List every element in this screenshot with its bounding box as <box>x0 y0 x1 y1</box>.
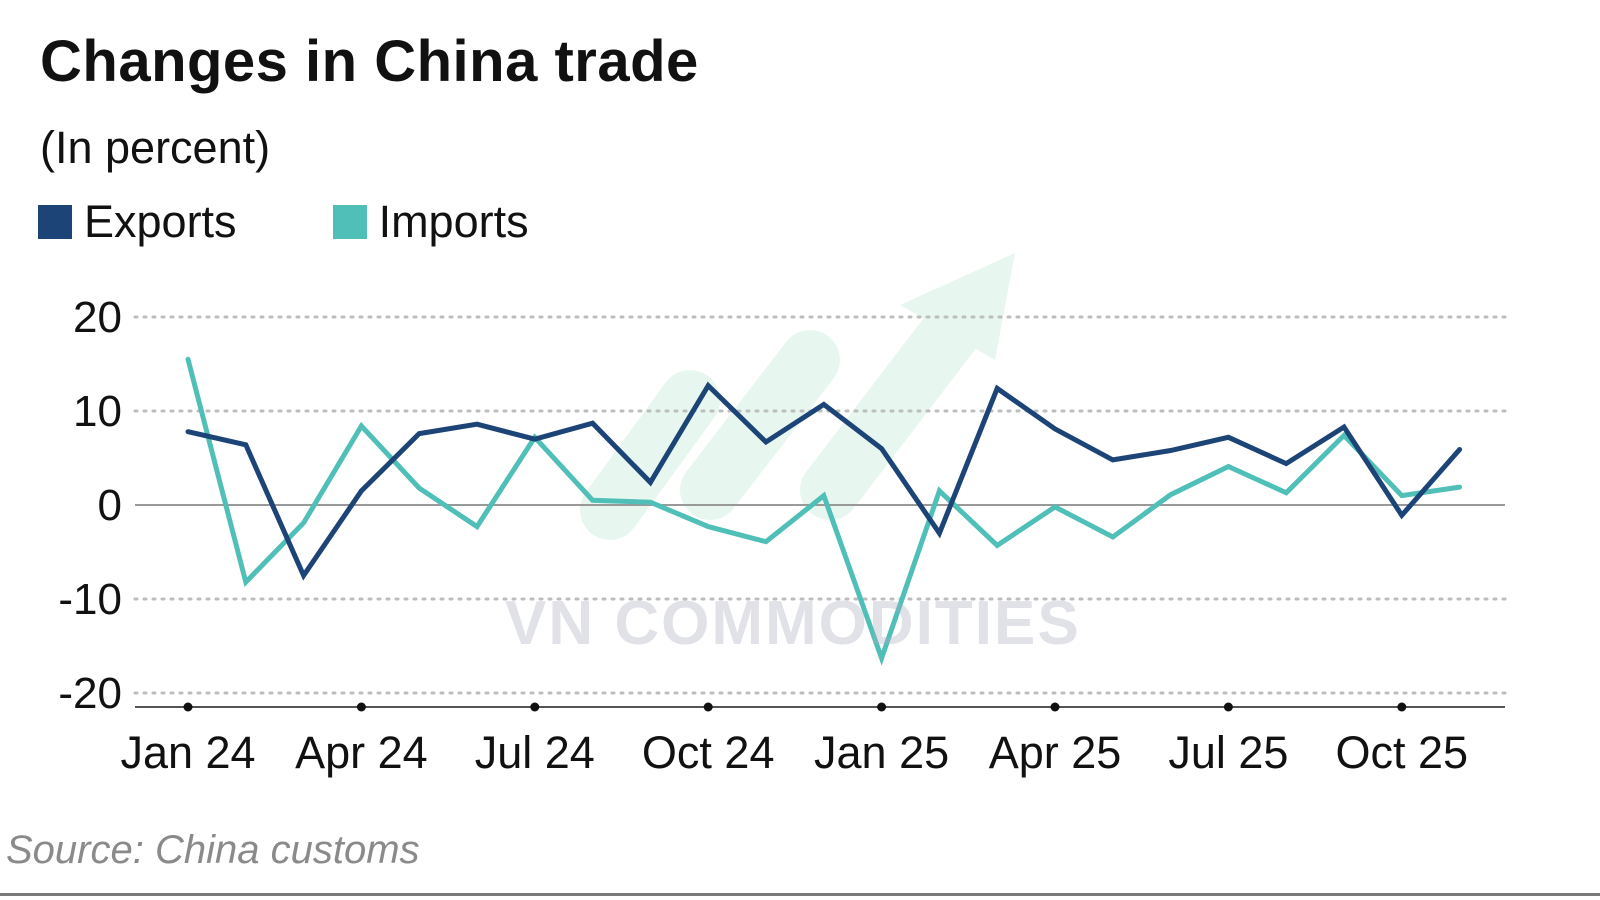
series-layer <box>185 356 1463 666</box>
y-tick-label: -10 <box>58 575 122 624</box>
y-tick-label: 20 <box>73 293 122 342</box>
chart-title: Changes in China trade <box>40 29 699 94</box>
series-line-imports <box>185 356 1463 666</box>
x-tick-label: Jul 24 <box>475 727 595 778</box>
y-tick-label: 0 <box>98 481 122 530</box>
legend-label-exports: Exports <box>84 196 237 247</box>
y-tick-label: 10 <box>73 387 122 436</box>
legend: Exports Imports <box>38 196 625 248</box>
y-tick-label: -20 <box>58 669 122 718</box>
y-axis-ticks: 20 10 0 -10 -20 <box>58 293 122 718</box>
legend-label-imports: Imports <box>378 196 529 247</box>
x-tick-label: Apr 24 <box>295 727 428 778</box>
x-tick-label: Oct 24 <box>642 727 775 778</box>
x-tick-label: Jan 25 <box>814 727 949 778</box>
x-tick-dot <box>703 702 713 712</box>
legend-swatch-exports <box>38 205 72 239</box>
legend-item-imports: Imports <box>332 196 529 248</box>
x-tick-dot <box>877 702 887 712</box>
chart-subtitle: (In percent) <box>40 122 271 173</box>
legend-swatch-imports <box>332 205 367 239</box>
x-tick-dot <box>530 702 540 712</box>
x-tick-label: Jul 25 <box>1168 727 1288 778</box>
bottom-rule <box>0 893 1600 896</box>
source-note: Source: China customs <box>6 828 420 872</box>
x-tick-dot <box>356 702 366 712</box>
x-tick-dot <box>1050 702 1060 712</box>
legend-item-exports: Exports <box>38 196 237 248</box>
x-tick-label: Jan 24 <box>120 727 255 778</box>
x-axis: Jan 24 Apr 24 Jul 24 Oct 24 Jan 25 Apr 25 Jul … <box>120 702 1505 778</box>
x-tick-dot <box>183 702 193 712</box>
watermark-arrow-graphic <box>580 253 1015 540</box>
x-tick-dot <box>1223 702 1233 712</box>
x-tick-label: Apr 25 <box>989 727 1122 778</box>
x-tick-dot <box>1397 702 1407 712</box>
series-line-exports <box>185 381 1463 581</box>
watermark-text: VN COMMODITIES <box>505 589 1081 658</box>
grid-lines <box>133 315 1507 695</box>
x-tick-label: Oct 25 <box>1336 727 1469 778</box>
